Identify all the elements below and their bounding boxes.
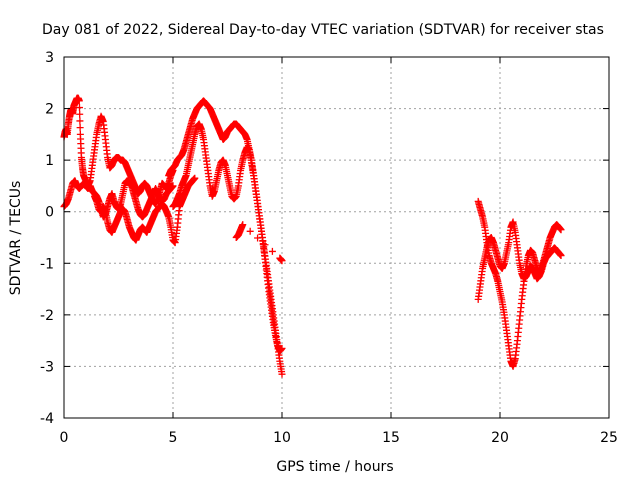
- data-point-marker: [557, 226, 565, 234]
- x-axis-label: GPS time / hours: [276, 459, 393, 475]
- data-point-marker: [557, 252, 565, 260]
- data-point-marker: [261, 241, 269, 249]
- data-point-marker: [239, 221, 247, 229]
- y-tick-label: 0: [45, 205, 54, 221]
- chart-title: Day 081 of 2022, Sidereal Day-to-day VTE…: [42, 22, 604, 38]
- y-tick-label: -1: [40, 256, 54, 272]
- y-axis-label: SDTVAR / TECUs: [8, 181, 24, 296]
- x-tick-label: 15: [382, 430, 400, 446]
- grid: [64, 57, 609, 418]
- data-point-marker: [191, 174, 199, 182]
- y-tick-label: -2: [40, 308, 54, 324]
- plot-marks: [60, 94, 565, 378]
- x-tick-label: 5: [169, 430, 178, 446]
- data-point-marker: [76, 110, 84, 118]
- data-point-marker: [278, 370, 286, 378]
- y-tick-label: -3: [40, 359, 54, 375]
- data-point-marker: [76, 124, 84, 132]
- data-point-marker: [268, 247, 276, 255]
- data-point-marker: [75, 97, 83, 105]
- data-point-marker: [254, 234, 262, 242]
- y-tick-label: -4: [40, 411, 54, 427]
- data-point-marker: [278, 257, 286, 265]
- data-point-marker: [76, 117, 84, 125]
- ticks: [63, 56, 610, 419]
- x-tick-label: 10: [273, 430, 291, 446]
- y-tick-label: 3: [45, 50, 54, 66]
- data-point-marker: [246, 227, 254, 235]
- y-tick-label: 2: [45, 102, 54, 118]
- x-tick-label: 0: [60, 430, 69, 446]
- data-point-marker: [75, 104, 83, 112]
- plot-frame: [63, 56, 610, 419]
- tick-labels: 0 5 10 15 20 25 -4 -3 -2 -1 0 1 2 3: [40, 50, 618, 446]
- x-tick-label: 20: [491, 430, 509, 446]
- y-tick-label: 1: [45, 153, 54, 169]
- x-tick-label: 25: [600, 430, 618, 446]
